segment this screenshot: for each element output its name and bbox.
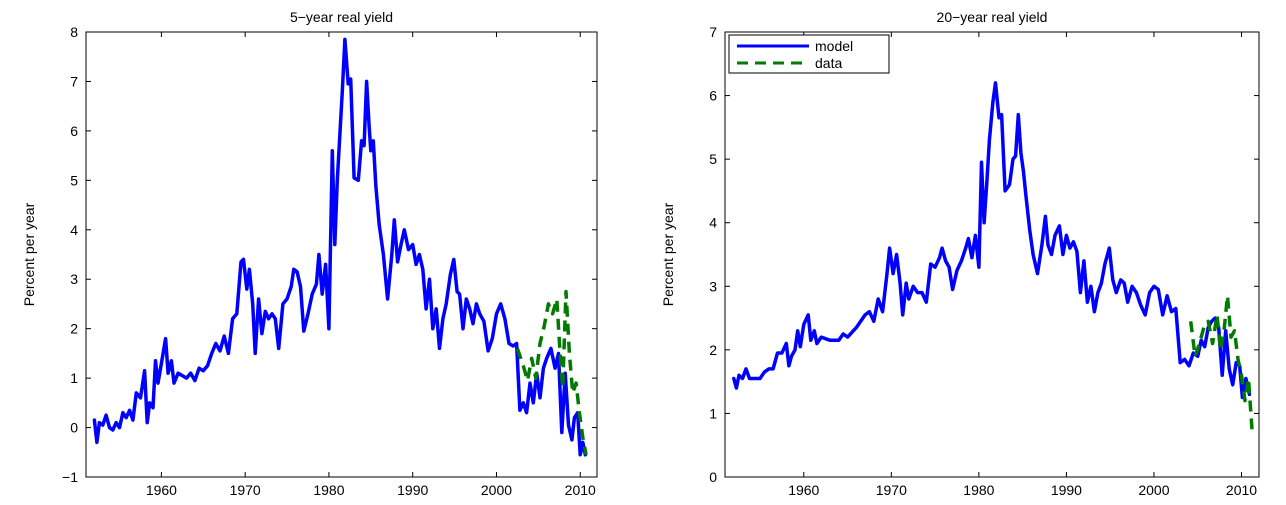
series-line-dashed: [515, 289, 588, 456]
y-tick-label: 5: [70, 172, 78, 188]
y-tick-label: 4: [709, 215, 717, 231]
y-tick-label: 7: [709, 24, 717, 40]
legend-label-data: data: [815, 55, 842, 71]
y-tick-label: 5: [709, 151, 717, 167]
y-axis-label: Percent per year: [21, 202, 37, 306]
x-tick-label: 1970: [230, 482, 261, 498]
legend-box: [728, 34, 890, 74]
y-tick-label: 6: [70, 123, 78, 139]
y-tick-label: 8: [70, 24, 78, 40]
y-tick-label: 6: [709, 88, 717, 104]
y-tick-label: 3: [70, 271, 78, 287]
chart-svg: 20−year real yield Percent per year 1960 19…: [660, 9, 1260, 498]
legend-label-model: model: [815, 38, 853, 54]
x-tick-label: 1980: [963, 482, 994, 498]
y-tick-label: 0: [70, 420, 78, 436]
x-tick-label: 2010: [565, 482, 596, 498]
y-tick-label: 1: [70, 370, 78, 386]
y-tick-label: 1: [709, 405, 717, 421]
y-tick-label: 2: [709, 342, 717, 358]
chart-title: 5−year real yield: [290, 9, 393, 25]
plot-frame: [85, 31, 598, 478]
y-tick-label: 0: [709, 469, 717, 485]
x-tick-label: 1990: [397, 482, 428, 498]
chart-5-year-real-yield: 5−year real yield Percent per year 1960 197…: [21, 9, 598, 498]
x-tick-label: 2010: [1226, 482, 1257, 498]
y-axis-label: Percent per year: [660, 202, 676, 306]
y-tick-label: 7: [70, 73, 78, 89]
x-tick-label: 1960: [788, 482, 819, 498]
x-tick-label: 1960: [146, 482, 177, 498]
series-line-model: [732, 81, 1252, 400]
chart-20-year-real-yield: 20−year real yield Percent per year 1960 19…: [643, 0, 1286, 505]
y-tick-label: 3: [709, 278, 717, 294]
chart-svg: 5−year real yield Percent per year 1960 197…: [21, 9, 598, 498]
x-tick-label: 2000: [1138, 482, 1169, 498]
x-tick-label: 1990: [1051, 482, 1082, 498]
x-tick-label: 1970: [876, 482, 907, 498]
series-line-data: [1188, 294, 1254, 430]
series-line-solid: [92, 37, 588, 457]
y-tick-label: 4: [70, 222, 78, 238]
x-tick-label: 1980: [313, 482, 344, 498]
plot-frame: [724, 31, 1260, 478]
y-tick-label: −1: [62, 469, 78, 485]
chart-title: 20−year real yield: [937, 9, 1048, 25]
y-tick-label: 2: [70, 321, 78, 337]
x-tick-label: 2000: [481, 482, 512, 498]
